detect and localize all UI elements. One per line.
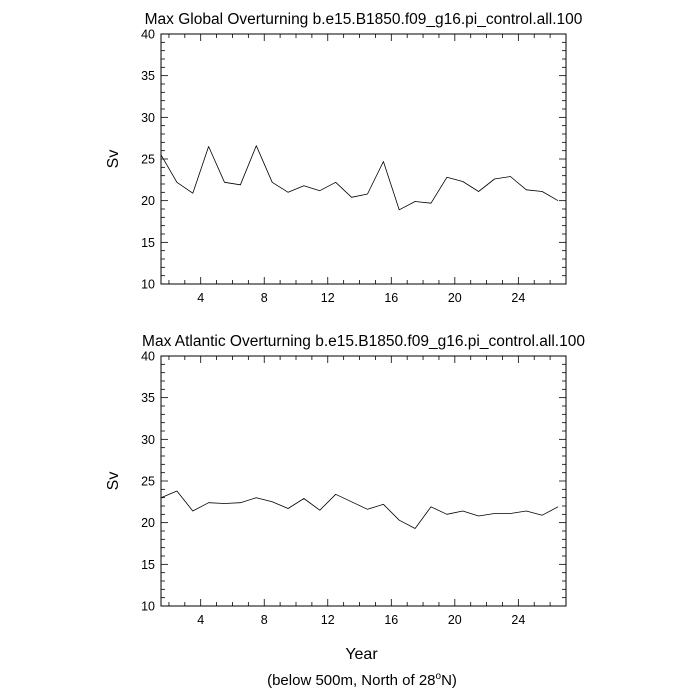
plot-frame [160,355,567,607]
y-tick-label: 10 [141,600,155,614]
x-tick-label: 8 [261,291,268,305]
x-tick-label: 4 [197,613,204,627]
y-axis-label: Sv [105,150,122,169]
chart-global-overturning: Max Global Overturning b.e15.B1850.f09_g… [105,11,583,305]
y-tick-label: 35 [141,69,155,83]
y-tick-label: 40 [141,350,155,364]
series-line [160,145,559,211]
x-tick-label: 16 [384,291,398,305]
y-tick-label: 20 [141,516,155,530]
chart-title: Max Atlantic Overturning b.e15.B1850.f09… [142,333,585,350]
x-tick-label: 12 [321,613,335,627]
y-tick-label: 35 [141,391,155,405]
caption-text-after: N) [441,672,457,689]
y-tick-label: 30 [141,433,155,447]
chart-atlantic-overturning: Max Atlantic Overturning b.e15.B1850.f09… [105,333,585,663]
chart-title: Max Global Overturning b.e15.B1850.f09_g… [145,11,583,28]
x-tick-label: 20 [448,291,462,305]
series-line [160,490,559,529]
x-tick-label: 12 [321,291,335,305]
plot-frame [160,33,567,285]
y-tick-label: 40 [141,28,155,42]
y-tick-label: 10 [141,278,155,292]
x-tick-label: 16 [384,613,398,627]
y-axis-label: Sv [105,472,122,491]
y-tick-label: 15 [141,236,155,250]
y-tick-label: 30 [141,111,155,125]
y-tick-label: 25 [141,475,155,489]
caption-degree-superscript: o [436,671,442,682]
x-tick-label: 8 [261,613,268,627]
x-axis-label: Year [345,646,378,663]
caption-text-before: (below 500m, North of 28 [267,672,435,689]
y-tick-label: 25 [141,153,155,167]
x-tick-label: 20 [448,613,462,627]
x-tick-label: 24 [511,291,525,305]
y-tick-label: 15 [141,558,155,572]
x-tick-label: 4 [197,291,204,305]
figure-caption: (below 500m, North of 28oN) [267,671,457,689]
y-tick-label: 20 [141,194,155,208]
x-tick-label: 24 [511,613,525,627]
